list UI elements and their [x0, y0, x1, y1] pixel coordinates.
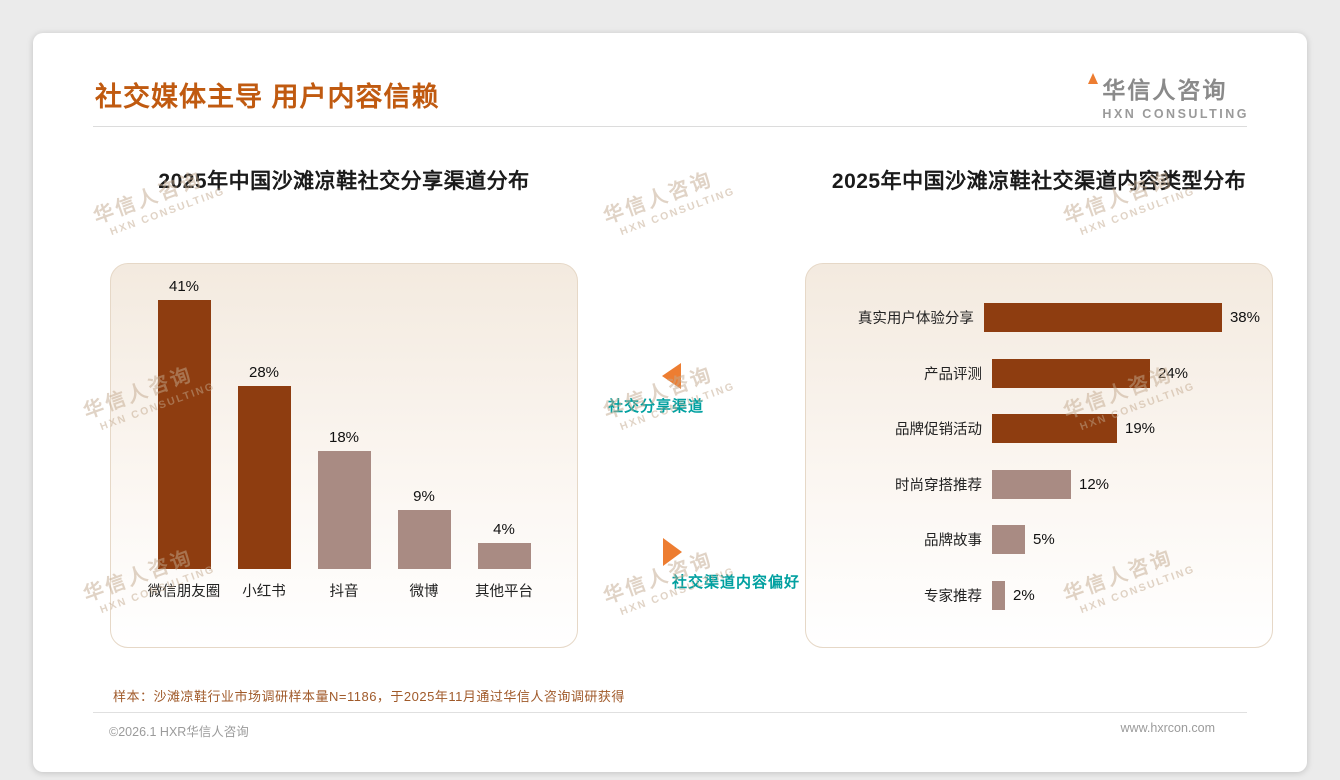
- bar-group: 41% 微信朋友圈: [145, 276, 223, 603]
- bar-category-label: 时尚穿搭推荐: [895, 477, 982, 494]
- bar-value-label: 28%: [248, 364, 280, 381]
- bar-value-label: 19%: [1125, 420, 1156, 438]
- bar-group: 9% 微博: [385, 276, 463, 603]
- bar: [237, 386, 291, 569]
- bar-row: 产品评测 24%: [824, 358, 1260, 388]
- left-chart-bars: 41% 微信朋友圈 28% 小红书 18% 抖音 9% 微博 4% 其他平台: [137, 276, 551, 603]
- bar-category-label: 微信朋友圈: [147, 584, 221, 600]
- bar: [397, 510, 451, 569]
- bar-row: 时尚穿搭推荐 12%: [824, 469, 1260, 499]
- bar-category-label: 其他平台: [475, 584, 533, 600]
- arrow-right-icon: [663, 538, 682, 566]
- bar-value-label: 9%: [413, 488, 435, 505]
- right-annotation-label: 社交渠道内容偏好: [671, 574, 800, 591]
- bar-row: 品牌促销活动 19%: [824, 414, 1260, 444]
- left-chart-title: 2025年中国沙滩凉鞋社交分享渠道分布: [158, 170, 530, 193]
- bar-group: 28% 小红书: [225, 276, 303, 603]
- bar: [983, 303, 1222, 333]
- bar: [157, 300, 211, 569]
- bar-category-label: 抖音: [329, 584, 359, 600]
- bar-group: 4% 其他平台: [465, 276, 543, 603]
- bar-group: 18% 抖音: [305, 276, 383, 603]
- bar: [992, 469, 1071, 499]
- left-chart-panel: 41% 微信朋友圈 28% 小红书 18% 抖音 9% 微博 4% 其他平台: [110, 263, 578, 648]
- bar-row: 专家推荐 2%: [824, 580, 1260, 610]
- logo-text-en: HXN CONSULTING: [1102, 107, 1249, 121]
- bar-value-label: 4%: [493, 521, 515, 538]
- bar: [317, 451, 371, 569]
- right-chart-title: 2025年中国沙滩凉鞋社交渠道内容类型分布: [831, 170, 1247, 193]
- bar-category-label: 真实用户体验分享: [857, 311, 974, 328]
- bar-category-label: 专家推荐: [924, 588, 982, 605]
- website-text: www.hxrcon.com: [1120, 721, 1215, 735]
- bar-category-label: 微博: [409, 584, 439, 600]
- bar-value-label: 24%: [1158, 364, 1189, 382]
- bar-category-label: 品牌故事: [924, 533, 982, 550]
- bar: [992, 580, 1005, 610]
- header-divider: [93, 126, 1247, 127]
- right-chart-rows: 真实用户体验分享 38% 产品评测 24% 品牌促销活动 19% 时尚穿搭推荐 12% 品牌故事…: [824, 290, 1260, 623]
- bar: [992, 525, 1025, 555]
- bar-category-label: 品牌促销活动: [895, 422, 982, 439]
- logo-flame-icon: [1088, 73, 1099, 84]
- bar-category-label: 产品评测: [924, 366, 982, 383]
- logo-text-cn: 华信人咨询: [1102, 77, 1228, 103]
- bar: [992, 358, 1150, 388]
- page-title: 社交媒体主导 用户内容信赖: [95, 82, 440, 112]
- bar-row: 真实用户体验分享 38%: [824, 303, 1260, 333]
- bar: [477, 543, 531, 569]
- bar-value-label: 12%: [1079, 475, 1110, 493]
- bar-category-label: 小红书: [242, 584, 286, 600]
- footer-divider: [93, 712, 1247, 713]
- slide-card: 社交媒体主导 用户内容信赖 华信人咨询 HXN CONSULTING 2025年…: [33, 33, 1307, 772]
- sample-note: 样本：沙滩凉鞋行业市场调研样本量N=1186，于2025年11月通过华信人咨询调…: [113, 689, 625, 704]
- right-chart-panel: 真实用户体验分享 38% 产品评测 24% 品牌促销活动 19% 时尚穿搭推荐 12% 品牌故事…: [805, 263, 1273, 648]
- left-annotation-label: 社交分享渠道: [607, 398, 704, 415]
- bar-value-label: 41%: [168, 278, 200, 295]
- bar: [992, 414, 1117, 444]
- copyright-text: ©2026.1 HXR华信人咨询: [109, 725, 249, 739]
- watermark: 华信人咨询 HXN CONSULTING: [600, 168, 737, 239]
- bar-value-label: 18%: [328, 429, 360, 446]
- arrow-left-icon: [662, 363, 681, 389]
- bar-value-label: 2%: [1013, 586, 1035, 604]
- company-logo: 华信人咨询 HXN CONSULTING: [1088, 71, 1249, 121]
- bar-value-label: 5%: [1033, 531, 1055, 549]
- bar-row: 品牌故事 5%: [824, 525, 1260, 555]
- bar-value-label: 38%: [1229, 309, 1260, 327]
